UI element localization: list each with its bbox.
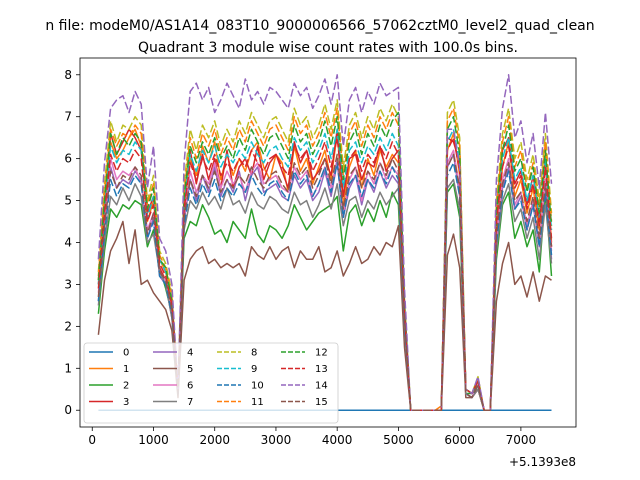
legend-label: 2 [123,381,129,392]
legend-label: 7 [187,397,193,408]
x-tick-label: 5000 [383,433,414,447]
legend-label: 0 [123,348,129,359]
series-line-14 [97,74,553,411]
legend-label: 13 [315,364,328,375]
y-tick-label: 3 [64,277,72,291]
legend-box [83,342,339,424]
x-tick-label: 1000 [138,433,169,447]
legend-label: 3 [123,397,129,408]
legend-label: 11 [251,397,264,408]
legend-label: 5 [187,364,193,375]
x-tick-label: 4000 [322,433,353,447]
figure-suptitle: n file: modeM0/AS1A14_083T10_9000006566_… [45,18,594,34]
y-tick-label: 7 [64,110,72,124]
y-tick-label: 4 [64,236,72,250]
legend-label: 6 [187,381,193,392]
y-tick-label: 5 [64,194,72,208]
y-tick-label: 6 [64,152,72,166]
y-tick-label: 8 [64,68,72,82]
x-tick-label: 3000 [261,433,292,447]
y-tick-label: 2 [64,319,72,333]
x-tick-label: 6000 [444,433,475,447]
legend-label: 4 [187,348,193,359]
x-axis: 0 1000 2000 3000 4000 5000 6000 7000 [88,427,536,447]
series-line-15 [97,153,553,411]
series-line-13 [97,136,553,411]
x-tick-label: 2000 [199,433,230,447]
x-axis-offset-label: +5.1393e8 [509,455,576,469]
legend-label: 15 [315,397,328,408]
legend-label: 14 [315,381,328,392]
x-tick-label: 0 [88,433,96,447]
legend-label: 1 [123,364,129,375]
chart-title: Quadrant 3 module wise count rates with … [138,40,518,56]
legend-label: 9 [251,364,257,375]
y-tick-label: 0 [64,403,72,417]
x-tick-label: 7000 [506,433,537,447]
y-axis: 0 1 2 3 4 5 6 7 8 [64,68,80,417]
legend-label: 12 [315,348,328,359]
legend-label: 10 [251,381,264,392]
y-tick-label: 1 [64,361,72,375]
legend-label: 8 [251,348,257,359]
